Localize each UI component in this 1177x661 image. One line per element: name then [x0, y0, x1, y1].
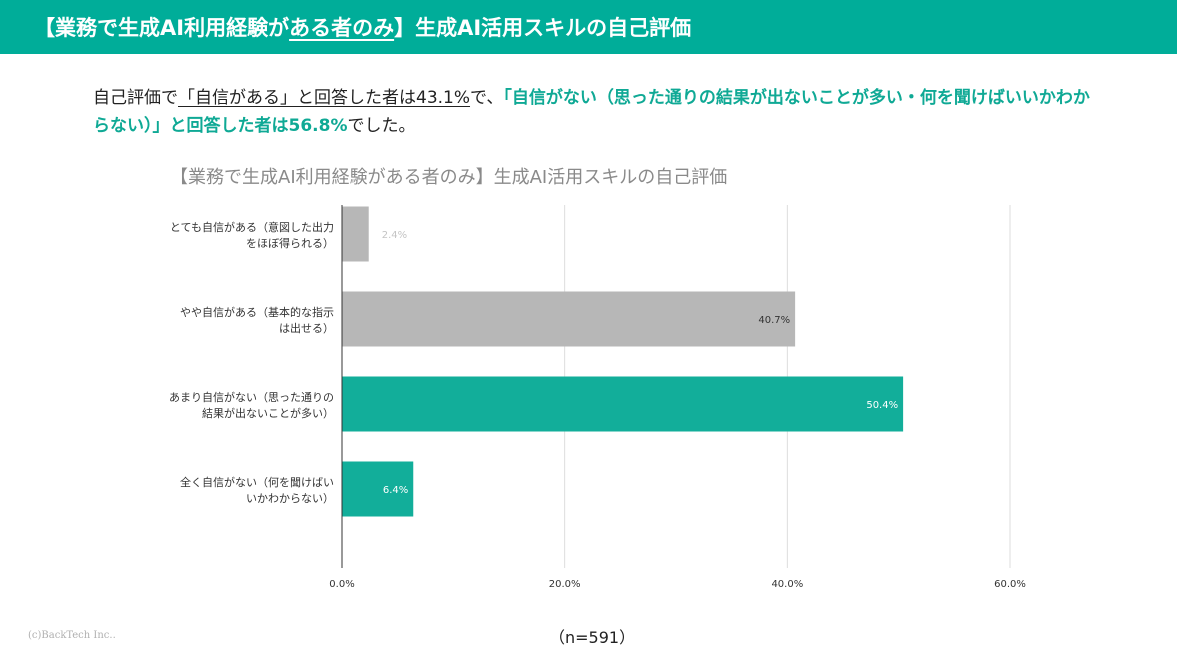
x-tick-label: 20.0% [549, 579, 581, 590]
category-label: とても自信がある（意図した出力 [170, 220, 334, 234]
summary-part3: で、 [470, 88, 504, 108]
category-label: は出せる） [279, 321, 334, 335]
bar [342, 291, 796, 347]
category-label: をほぼ得られる） [246, 237, 334, 250]
category-label: いかわからない） [246, 492, 334, 505]
summary-part5: でした。 [347, 116, 416, 136]
title-suffix: 】生成AI活用スキルの自己評価 [394, 16, 692, 40]
x-tick-label: 60.0% [994, 579, 1026, 590]
summary-not-confident: 「自信がない（思った通りの結果が出ないことが多い・何を聞けばいいかわからない）」… [93, 88, 1090, 136]
summary-part1: 自己評価で [93, 88, 178, 108]
summary-text: 自己評価で「自信がある」と回答した者は43.1%で、「自信がない（思った通りの結… [93, 84, 1093, 140]
copyright-text: (c)BackTech Inc.. [28, 630, 116, 641]
category-label: 結果が出ないことが多い） [202, 406, 334, 420]
bar [342, 206, 369, 262]
page-title: 【業務で生成AI利用経験がある者のみ】生成AI活用スキルの自己評価 [34, 12, 691, 42]
bar [342, 376, 904, 432]
x-tick-label: 0.0% [329, 579, 354, 590]
x-tick-label: 40.0% [771, 579, 803, 590]
bar-value-label: 40.7% [758, 315, 790, 326]
sample-size: （n=591） [549, 628, 636, 647]
title-underlined: ある者のみ [289, 16, 395, 40]
category-label: やや自信がある（基本的な指示 [180, 305, 334, 319]
bar-value-label: 50.4% [866, 400, 898, 411]
bar [342, 461, 414, 517]
header-bar: 【業務で生成AI利用経験がある者のみ】生成AI活用スキルの自己評価 [0, 0, 1177, 54]
bar-value-label: 2.4% [382, 230, 407, 241]
category-label: 全く自信がない（何を聞けばい [180, 475, 334, 489]
summary-confident: 「自信がある」と回答した者は43.1% [178, 88, 471, 108]
title-prefix: 【業務で生成AI利用経験が [34, 16, 290, 40]
bar-value-label: 6.4% [383, 485, 408, 496]
chart-title: 【業務で生成AI利用経験がある者のみ】生成AI活用スキルの自己評価 [170, 167, 728, 188]
category-label: あまり自信がない（思った通りの [169, 390, 334, 404]
